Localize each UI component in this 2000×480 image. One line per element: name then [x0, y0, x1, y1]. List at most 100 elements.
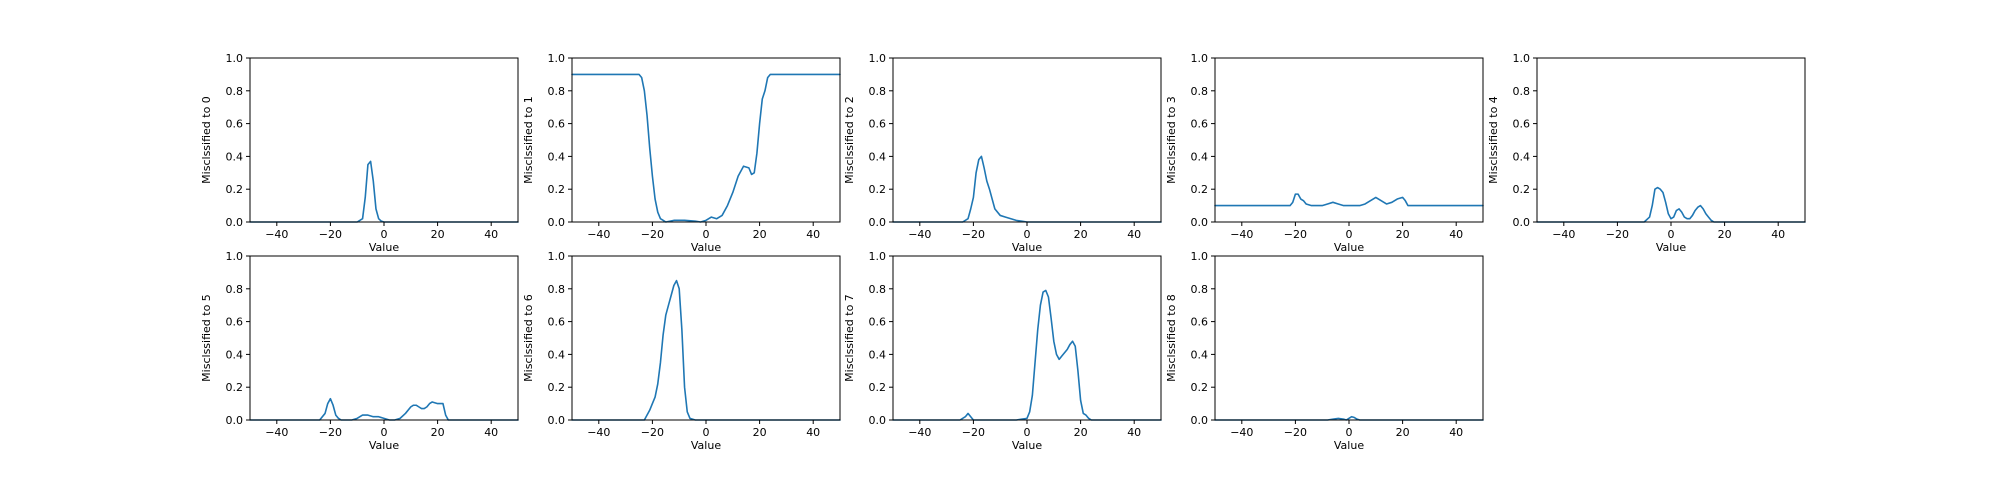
x-tick-label: 20	[431, 228, 445, 241]
x-tick-label: 40	[1127, 228, 1141, 241]
y-tick-label: 1.0	[226, 52, 244, 65]
y-tick-label: 0.4	[1191, 348, 1209, 361]
x-tick-label: 40	[484, 426, 498, 439]
x-tick-label: 20	[1074, 228, 1088, 241]
x-tick-label: 20	[1074, 426, 1088, 439]
y-tick-label: 0.4	[548, 150, 566, 163]
x-tick-label: 40	[1127, 426, 1141, 439]
y-tick-label: 0.8	[1191, 85, 1209, 98]
y-tick-label: 0.4	[869, 348, 887, 361]
y-tick-label: 0.2	[869, 381, 887, 394]
x-tick-label: −40	[587, 228, 610, 241]
y-axis-label: Misclssified to 7	[843, 294, 856, 382]
x-axis-label: Value	[691, 241, 721, 254]
x-tick-label: −40	[587, 426, 610, 439]
y-axis-label: Misclssified to 5	[200, 294, 213, 382]
y-tick-label: 0.8	[869, 85, 887, 98]
x-axis-label: Value	[1334, 241, 1364, 254]
x-tick-label: 20	[753, 228, 767, 241]
y-tick-label: 1.0	[548, 250, 566, 263]
x-tick-label: 40	[806, 228, 820, 241]
axes-frame	[892, 255, 1162, 421]
y-tick-label: 0.8	[226, 283, 244, 296]
x-tick-label: 0	[703, 426, 710, 439]
y-tick-label: 0.2	[548, 381, 566, 394]
y-tick-label: 0.8	[226, 85, 244, 98]
y-tick-label: 0.2	[1513, 183, 1531, 196]
series-line	[1536, 186, 1806, 223]
x-tick-label: 0	[1024, 426, 1031, 439]
y-tick-label: 0.0	[548, 414, 566, 427]
y-axis-label: Misclssified to 4	[1487, 96, 1500, 184]
series-line	[1214, 415, 1484, 421]
x-tick-label: 20	[753, 426, 767, 439]
x-axis-label: Value	[1334, 439, 1364, 452]
y-tick-label: 0.4	[226, 150, 244, 163]
y-tick-label: 0.4	[1191, 150, 1209, 163]
y-axis-label: Misclssified to 3	[1165, 96, 1178, 184]
y-tick-label: 0.0	[226, 414, 244, 427]
y-tick-label: 0.6	[869, 118, 887, 131]
subplot-8: −40 −20 0 20 40 0.0 0.2 0.4 0.6 0.8 1.0 Value Miscls…	[1165, 250, 1484, 452]
x-tick-label: −20	[962, 426, 985, 439]
x-tick-label: −20	[1606, 228, 1629, 241]
y-tick-label: 0.8	[1513, 85, 1531, 98]
x-axis-label: Value	[691, 439, 721, 452]
y-tick-label: 0.4	[1513, 150, 1531, 163]
subplot-5: −40 −20 0 20 40 0.0 0.2 0.4 0.6 0.8 1.0 Value Miscls…	[200, 250, 519, 452]
subplot-6: −40 −20 0 20 40 0.0 0.2 0.4 0.6 0.8 1.0 Value Miscls…	[522, 250, 841, 452]
y-tick-label: 0.0	[226, 216, 244, 229]
axes-frame	[571, 255, 841, 421]
axes-frame	[1536, 57, 1806, 223]
axes-frame	[571, 57, 841, 223]
y-axis-label: Misclssified to 2	[843, 96, 856, 184]
x-tick-label: −20	[319, 426, 342, 439]
y-tick-label: 0.6	[869, 316, 887, 329]
axes-frame	[1214, 57, 1484, 223]
x-tick-label: −40	[908, 426, 931, 439]
subplot-7: −40 −20 0 20 40 0.0 0.2 0.4 0.6 0.8 1.0 Value Miscls…	[843, 250, 1162, 452]
y-axis-label: Misclssified to 6	[522, 294, 535, 382]
series-line	[1214, 193, 1484, 207]
x-axis-label: Value	[1012, 241, 1042, 254]
x-tick-label: 0	[381, 228, 388, 241]
x-tick-label: 0	[1346, 426, 1353, 439]
y-tick-label: 0.6	[226, 316, 244, 329]
x-tick-label: −20	[1284, 426, 1307, 439]
x-axis-label: Value	[1012, 439, 1042, 452]
x-tick-label: 20	[1396, 426, 1410, 439]
axes-frame	[249, 255, 519, 421]
x-tick-label: −40	[1230, 228, 1253, 241]
y-tick-label: 0.2	[226, 183, 244, 196]
axes-frame	[249, 57, 519, 223]
y-tick-label: 0.6	[1513, 118, 1531, 131]
y-axis-label: Misclssified to 8	[1165, 294, 1178, 382]
y-tick-label: 0.2	[548, 183, 566, 196]
y-tick-label: 0.6	[548, 118, 566, 131]
y-tick-label: 0.4	[226, 348, 244, 361]
series-line	[892, 289, 1162, 421]
subplot-4: −40 −20 0 20 40 0.0 0.2 0.4 0.6 0.8 1.0 Value Miscls…	[1487, 52, 1806, 254]
series-line	[249, 160, 519, 223]
x-tick-label: −20	[641, 228, 664, 241]
x-tick-label: 20	[1718, 228, 1732, 241]
x-tick-label: 0	[1024, 228, 1031, 241]
y-tick-label: 0.6	[226, 118, 244, 131]
y-tick-label: 0.0	[1191, 216, 1209, 229]
series-line	[892, 155, 1162, 223]
x-tick-label: −20	[962, 228, 985, 241]
x-tick-label: −20	[1284, 228, 1307, 241]
series-line	[249, 397, 519, 421]
y-tick-label: 0.2	[1191, 381, 1209, 394]
y-tick-label: 0.2	[226, 381, 244, 394]
subplot-3: −40 −20 0 20 40 0.0 0.2 0.4 0.6 0.8 1.0 Value Miscls…	[1165, 52, 1484, 254]
y-tick-label: 0.0	[1191, 414, 1209, 427]
x-tick-label: 0	[1668, 228, 1675, 241]
x-tick-label: 40	[1449, 228, 1463, 241]
x-tick-label: 0	[703, 228, 710, 241]
y-tick-label: 1.0	[869, 250, 887, 263]
x-tick-label: 0	[381, 426, 388, 439]
y-tick-label: 0.8	[548, 283, 566, 296]
x-tick-label: 40	[806, 426, 820, 439]
axes-frame	[892, 57, 1162, 223]
